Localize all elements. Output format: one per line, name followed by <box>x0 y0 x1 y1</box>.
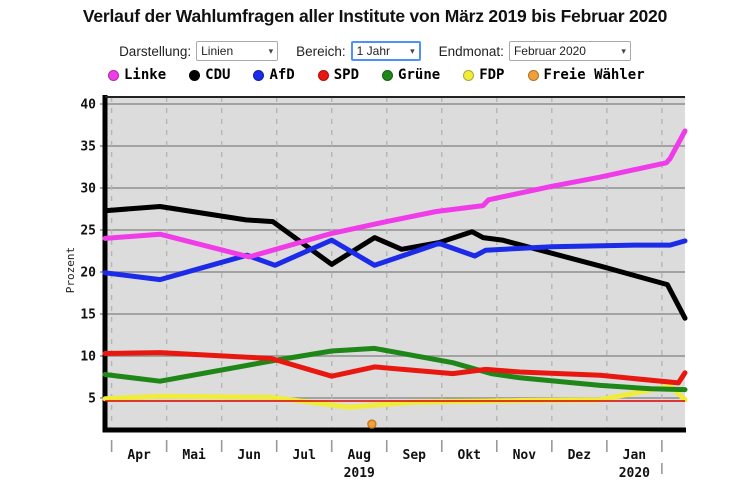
legend-dot-cdu <box>189 69 201 81</box>
y-tick-label-10: 10 <box>80 350 96 365</box>
year-label-2020: 2020 <box>619 466 650 481</box>
darstellung-select[interactable]: Linien ▾ <box>196 41 279 61</box>
y-tick-label-30: 30 <box>80 182 96 197</box>
chart-legend: Linke CDU AfD SPD Grüne FDP Freie Wähler <box>108 67 645 83</box>
y-tick-label-40: 40 <box>80 98 96 113</box>
endmonat-control: Endmonat: Februar 2020 ▾ <box>439 41 631 61</box>
month-label-apr: Apr <box>127 448 151 463</box>
legend-item-afd: AfD <box>253 67 295 83</box>
legend-label-fdp: FDP <box>479 67 505 83</box>
y-tick-label-15: 15 <box>80 308 96 323</box>
series-line-spd <box>102 350 688 386</box>
y-tick-label-25: 25 <box>80 224 96 239</box>
month-label-aug: Aug <box>347 448 370 463</box>
page-title: Verlauf der Wahlumfragen aller Institute… <box>82 6 668 26</box>
endmonat-select-value: Februar 2020 <box>513 44 586 58</box>
month-label-mai: Mai <box>182 448 206 463</box>
endmonat-label: Endmonat: <box>438 43 504 59</box>
month-label-jan: Jan <box>623 448 646 463</box>
legend-dot-fdp <box>463 69 475 81</box>
legend-label-spd: SPD <box>333 67 360 83</box>
darstellung-label: Darstellung: <box>119 43 192 59</box>
bereich-select-value: 1 Jahr <box>356 44 390 58</box>
legend-dot-freie-w-hler <box>527 69 539 81</box>
month-label-jul: Jul <box>292 448 315 463</box>
scatter-point-freie-w-hler <box>367 419 377 429</box>
year-label-2019: 2019 <box>344 466 375 481</box>
chevron-down-icon: ▾ <box>410 45 415 56</box>
endmonat-select[interactable]: Februar 2020 ▾ <box>508 41 631 61</box>
series-line-cdu <box>102 204 688 321</box>
month-label-sep: Sep <box>403 448 427 463</box>
legend-label-gr-ne: Grüne <box>398 67 441 83</box>
y-axis-title: Prozent <box>64 247 77 293</box>
month-label-dez: Dez <box>568 448 591 463</box>
bereich-select[interactable]: 1 Jahr ▾ <box>350 41 421 61</box>
y-tick-label-35: 35 <box>80 140 96 155</box>
legend-item-spd: SPD <box>317 67 360 83</box>
bereich-label: Bereich: <box>296 43 346 59</box>
legend-item-gr-ne: Grüne <box>382 67 440 83</box>
month-label-okt: Okt <box>458 448 481 463</box>
legend-item-freie-w-hler: Freie Wähler <box>527 67 645 83</box>
bereich-control: Bereich: 1 Jahr ▾ <box>296 41 421 61</box>
legend-label-afd: AfD <box>269 67 295 83</box>
legend-label-linke: Linke <box>124 67 167 83</box>
legend-item-cdu: CDU <box>189 67 230 83</box>
legend-item-linke: Linke <box>108 67 166 83</box>
darstellung-select-value: Linien <box>201 44 234 58</box>
chevron-down-icon: ▾ <box>268 45 274 56</box>
legend-dot-afd <box>253 69 265 81</box>
y-tick-label-5: 5 <box>88 392 96 407</box>
legend-dot-gr-ne <box>382 69 394 81</box>
month-label-jun: Jun <box>237 448 260 463</box>
y-tick-label-20: 20 <box>80 266 96 281</box>
legend-dot-spd <box>317 69 329 81</box>
series-line-linke <box>102 128 688 260</box>
legend-dot-linke <box>108 69 119 81</box>
darstellung-control: Darstellung: Linien ▾ <box>119 41 279 61</box>
chevron-down-icon: ▾ <box>621 45 626 56</box>
controls-row: Darstellung: Linien ▾ Bereich: 1 Jahr ▾ … <box>0 41 750 61</box>
legend-label-freie-w-hler: Freie Wähler <box>543 67 645 83</box>
legend-label-cdu: CDU <box>205 67 231 83</box>
legend-item-fdp: FDP <box>463 67 505 83</box>
series-line-gr-ne <box>102 345 688 393</box>
month-label-nov: Nov <box>513 448 537 463</box>
